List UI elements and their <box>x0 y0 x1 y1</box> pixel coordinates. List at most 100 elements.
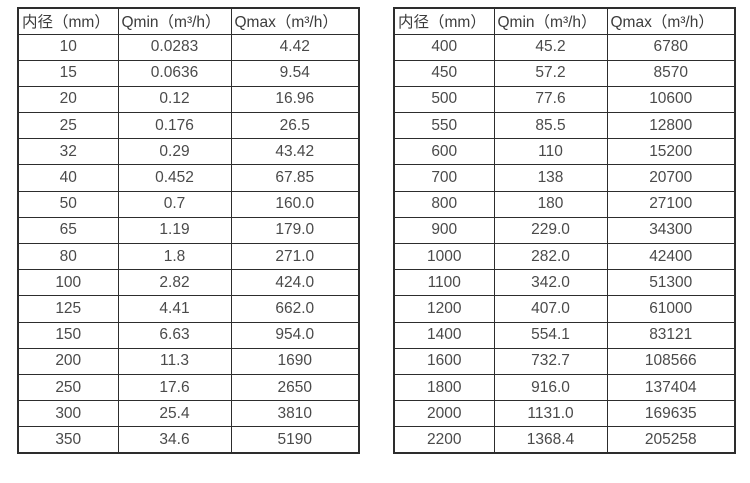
table-cell: 65 <box>17 216 119 245</box>
table-row: 500 77.6 10600 <box>393 85 736 114</box>
flow-table-right: 内径（mm） Qmin（m³/h） Qmax（m³/h） 400 45.2 6780… <box>393 7 736 454</box>
table-cell: 42400 <box>606 242 736 271</box>
table-cell: 85.5 <box>493 112 608 140</box>
table-cell: 77.6 <box>493 85 608 114</box>
table-cell: 83121 <box>606 321 736 349</box>
table-row: 15 0.0636 9.54 <box>17 59 360 87</box>
table-cell: 9.54 <box>230 59 360 87</box>
table-cell: 40 <box>17 164 119 192</box>
table-cell: 450 <box>393 59 495 87</box>
table-cell: 15 <box>17 59 119 87</box>
table-cell: 400 <box>393 33 495 61</box>
table-cell: 125 <box>17 295 119 323</box>
table-row: 550 85.5 12800 <box>393 112 736 140</box>
table-row: 1600 732.7 108566 <box>393 347 736 375</box>
table-cell: 282.0 <box>493 242 608 271</box>
table-cell: 2200 <box>393 426 495 454</box>
column-header-qmax: Qmax（m³/h） <box>606 7 736 35</box>
table-cell: 25 <box>17 112 119 140</box>
table-cell: 6780 <box>606 33 736 61</box>
table-cell: 100 <box>17 269 119 297</box>
table-row: 125 4.41 662.0 <box>17 295 360 323</box>
table-cell: 12800 <box>606 112 736 140</box>
table-cell: 229.0 <box>493 216 608 245</box>
table-cell: 11.3 <box>117 347 232 375</box>
table-cell: 300 <box>17 400 119 428</box>
column-header-qmin: Qmin（m³/h） <box>493 7 608 35</box>
table-row: 150 6.63 954.0 <box>17 321 360 349</box>
table-cell: 34300 <box>606 216 736 245</box>
table-cell: 17.6 <box>117 373 232 402</box>
table-cell: 0.29 <box>117 138 232 166</box>
table-cell: 4.41 <box>117 295 232 323</box>
table-cell: 8570 <box>606 59 736 87</box>
table-row: 400 45.2 6780 <box>393 33 736 61</box>
table-cell: 2000 <box>393 400 495 428</box>
table-cell: 0.0283 <box>117 33 232 61</box>
table-cell: 51300 <box>606 269 736 297</box>
table-cell: 26.5 <box>230 112 360 140</box>
table-cell: 16.96 <box>230 85 360 114</box>
table-cell: 5190 <box>230 426 360 454</box>
table-cell: 179.0 <box>230 216 360 245</box>
table-cell: 0.12 <box>117 85 232 114</box>
table-body: 10 0.0283 4.42 15 0.0636 9.54 20 0.12 16.96 25 0.1… <box>17 33 360 454</box>
table-cell: 350 <box>17 426 119 454</box>
table-cell: 67.85 <box>230 164 360 192</box>
table-row: 250 17.6 2650 <box>17 373 360 402</box>
table-cell: 15200 <box>606 138 736 166</box>
table-row: 2200 1368.4 205258 <box>393 426 736 454</box>
table-cell: 1690 <box>230 347 360 375</box>
table-cell: 1800 <box>393 373 495 402</box>
column-header-qmax: Qmax（m³/h） <box>230 7 360 35</box>
table-row: 700 138 20700 <box>393 164 736 192</box>
table-cell: 662.0 <box>230 295 360 323</box>
table-cell: 2.82 <box>117 269 232 297</box>
table-cell: 108566 <box>606 347 736 375</box>
table-cell: 1100 <box>393 269 495 297</box>
table-cell: 554.1 <box>493 321 608 349</box>
table-cell: 150 <box>17 321 119 349</box>
header-row: 内径（mm） Qmin（m³/h） Qmax（m³/h） <box>393 7 736 35</box>
table-cell: 10600 <box>606 85 736 114</box>
table-cell: 6.63 <box>117 321 232 349</box>
table-row: 300 25.4 3810 <box>17 400 360 428</box>
table-cell: 50 <box>17 190 119 218</box>
table-cell: 32 <box>17 138 119 166</box>
table-row: 32 0.29 43.42 <box>17 138 360 166</box>
table-cell: 900 <box>393 216 495 245</box>
table-row: 200 11.3 1690 <box>17 347 360 375</box>
table-cell: 20700 <box>606 164 736 192</box>
table-row: 450 57.2 8570 <box>393 59 736 87</box>
table-cell: 1.8 <box>117 242 232 271</box>
table-row: 1200 407.0 61000 <box>393 295 736 323</box>
table-cell: 10 <box>17 33 119 61</box>
table-cell: 1400 <box>393 321 495 349</box>
table-cell: 0.452 <box>117 164 232 192</box>
table-cell: 1000 <box>393 242 495 271</box>
table-body: 400 45.2 6780 450 57.2 8570 500 77.6 10600 550 85.… <box>393 33 736 454</box>
table-cell: 1131.0 <box>493 400 608 428</box>
table-cell: 250 <box>17 373 119 402</box>
table-cell: 0.176 <box>117 112 232 140</box>
table-row: 10 0.0283 4.42 <box>17 33 360 61</box>
table-row: 65 1.19 179.0 <box>17 216 360 245</box>
table-cell: 34.6 <box>117 426 232 454</box>
table-cell: 600 <box>393 138 495 166</box>
table-cell: 500 <box>393 85 495 114</box>
table-cell: 57.2 <box>493 59 608 87</box>
table-cell: 4.42 <box>230 33 360 61</box>
table-cell: 160.0 <box>230 190 360 218</box>
table-cell: 1600 <box>393 347 495 375</box>
table-row: 600 110 15200 <box>393 138 736 166</box>
table-cell: 407.0 <box>493 295 608 323</box>
table-row: 2000 1131.0 169635 <box>393 400 736 428</box>
header-row: 内径（mm） Qmin（m³/h） Qmax（m³/h） <box>17 7 360 35</box>
table-cell: 1368.4 <box>493 426 608 454</box>
table-cell: 1.19 <box>117 216 232 245</box>
table-cell: 180 <box>493 190 608 218</box>
table-cell: 61000 <box>606 295 736 323</box>
table-cell: 954.0 <box>230 321 360 349</box>
table-cell: 700 <box>393 164 495 192</box>
table-cell: 20 <box>17 85 119 114</box>
